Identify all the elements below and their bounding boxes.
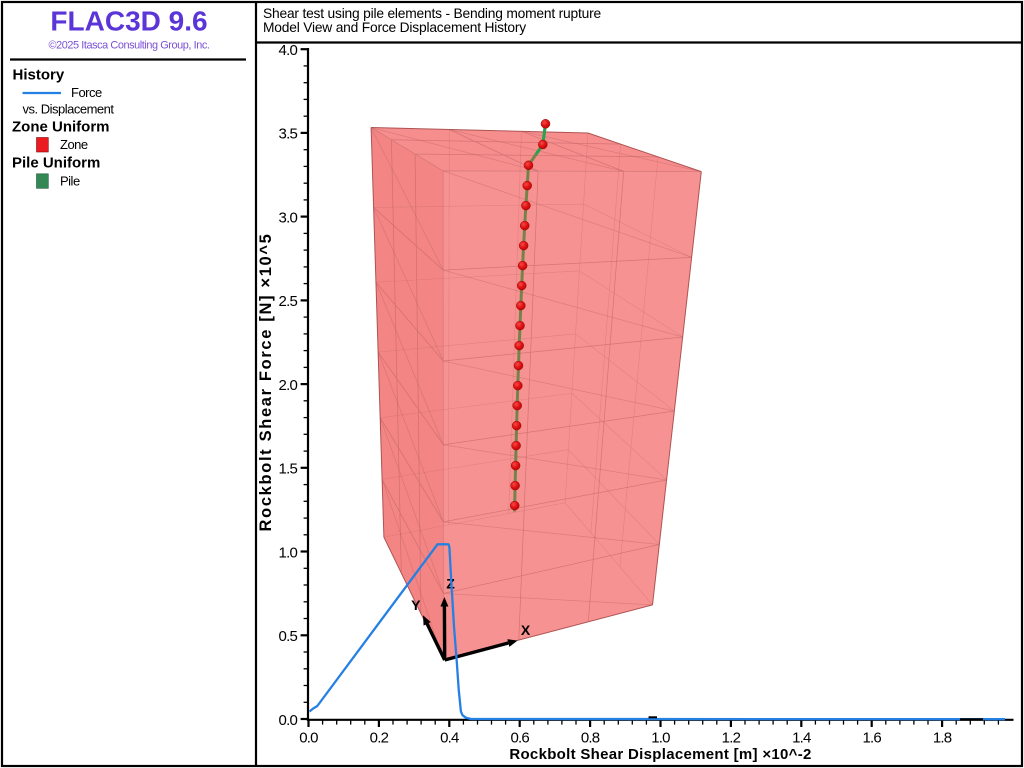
svg-text:Force: Force bbox=[71, 85, 102, 100]
svg-text:2.5: 2.5 bbox=[279, 293, 298, 310]
svg-text:1.0: 1.0 bbox=[651, 729, 670, 746]
svg-text:Rockbolt Shear Force [N] ×10^5: Rockbolt Shear Force [N] ×10^5 bbox=[257, 233, 275, 532]
svg-text:Model View and Force Displacem: Model View and Force Displacement Histor… bbox=[263, 20, 526, 35]
svg-text:History: History bbox=[13, 66, 65, 83]
svg-text:0.2: 0.2 bbox=[370, 729, 389, 746]
svg-text:0.0: 0.0 bbox=[279, 712, 298, 729]
svg-text:0.5: 0.5 bbox=[279, 628, 298, 645]
svg-text:Zone Uniform: Zone Uniform bbox=[12, 119, 110, 136]
svg-text:1.5: 1.5 bbox=[279, 461, 298, 478]
svg-text:3.5: 3.5 bbox=[279, 126, 298, 143]
svg-text:Rockbolt Shear Displacement [m: Rockbolt Shear Displacement [m] ×10^-2 bbox=[509, 746, 811, 763]
svg-text:0.0: 0.0 bbox=[299, 729, 318, 746]
svg-text:X: X bbox=[521, 622, 531, 638]
svg-text:Y: Y bbox=[411, 597, 421, 613]
svg-text:0.6: 0.6 bbox=[510, 729, 529, 746]
svg-text:1.2: 1.2 bbox=[722, 729, 741, 746]
svg-text:2.0: 2.0 bbox=[279, 377, 298, 394]
svg-text:1.6: 1.6 bbox=[862, 729, 881, 746]
svg-text:1.0: 1.0 bbox=[279, 544, 298, 561]
svg-text:Pile Uniform: Pile Uniform bbox=[12, 155, 100, 172]
svg-text:1.8: 1.8 bbox=[933, 729, 952, 746]
svg-text:0.4: 0.4 bbox=[440, 729, 459, 746]
svg-text:Shear test using pile elements: Shear test using pile elements - Bending… bbox=[263, 6, 601, 21]
svg-text:4.0: 4.0 bbox=[279, 42, 298, 59]
svg-text:Pile: Pile bbox=[60, 173, 80, 188]
svg-text:0.8: 0.8 bbox=[581, 729, 600, 746]
svg-text:vs. Displacement: vs. Displacement bbox=[23, 101, 115, 116]
svg-text:1.4: 1.4 bbox=[792, 729, 811, 746]
svg-text:3.0: 3.0 bbox=[279, 209, 298, 226]
svg-text:©2025 Itasca Consulting Group,: ©2025 Itasca Consulting Group, Inc. bbox=[48, 40, 209, 52]
svg-text:Zone: Zone bbox=[60, 137, 88, 152]
svg-text:FLAC3D 9.6: FLAC3D 9.6 bbox=[50, 5, 207, 36]
